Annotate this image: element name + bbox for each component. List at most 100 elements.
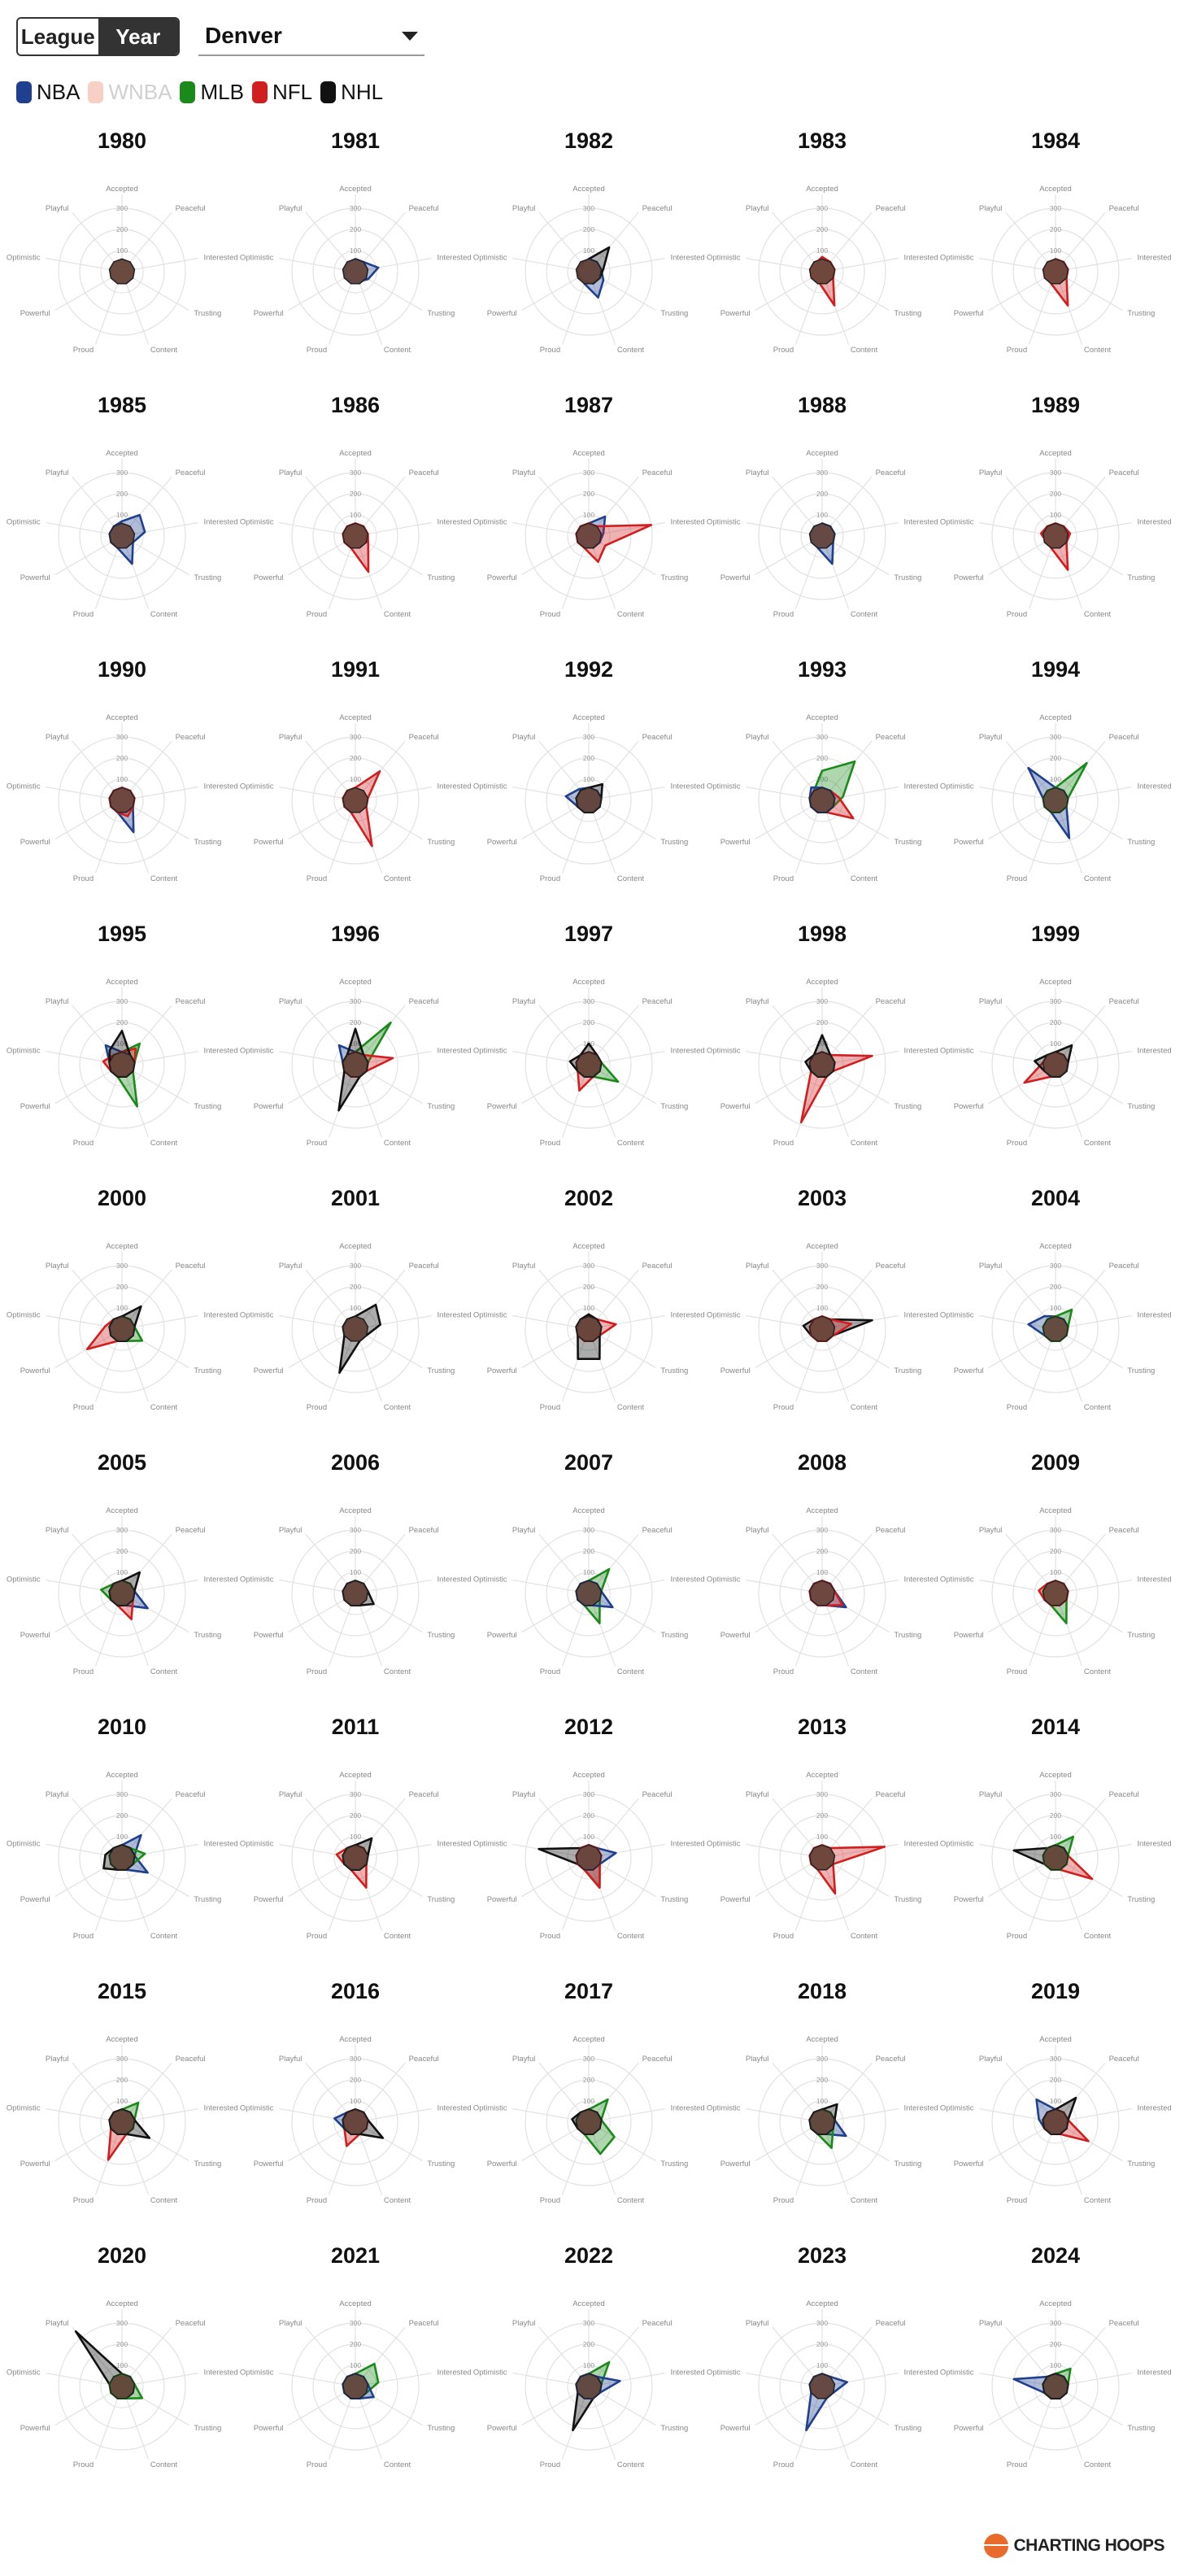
center-shape: [108, 1315, 136, 1342]
view-toggle: League Year: [16, 17, 180, 56]
axis-label: Trusting: [894, 838, 921, 847]
axis-label: Peaceful: [1109, 733, 1139, 742]
ring-label: 200: [816, 1283, 828, 1291]
axis-label: Peaceful: [642, 1790, 673, 1799]
axis-label: Trusting: [194, 573, 221, 582]
ring-label: 100: [1050, 1833, 1061, 1841]
ring-label: 300: [583, 1526, 594, 1534]
axis-label: Optimistic: [473, 253, 507, 262]
axis-label: Powerful: [254, 1102, 284, 1111]
center-shape: [342, 1580, 369, 1606]
axis-label: Playful: [979, 469, 1003, 477]
ring-label: 100: [816, 2097, 828, 2105]
axis-label: Playful: [512, 469, 536, 477]
axis-label: Playful: [746, 2319, 769, 2328]
chart-year-title: 1986: [330, 393, 381, 417]
center-shape: [342, 787, 369, 813]
ring-label: 200: [583, 490, 594, 498]
axis-label: Optimistic: [240, 253, 274, 262]
chart-year-title: 2003: [797, 1186, 847, 1210]
axis-label: Optimistic: [7, 253, 41, 262]
chart-year-title: 1985: [97, 393, 147, 417]
axis-label: Interested: [437, 2103, 471, 2112]
axis-label: Proud: [773, 1403, 794, 1412]
axis-label: Trusting: [660, 1631, 688, 1640]
axis-label: Proud: [307, 2196, 327, 2205]
radar-svg: Accepted Peaceful Interested Trusting Conten…: [240, 1506, 472, 1676]
axis-label: Accepted: [806, 2299, 838, 2308]
axis-label: Interested: [203, 1839, 237, 1848]
ring-label: 100: [583, 1568, 594, 1576]
legend-item-mlb[interactable]: MLB: [180, 80, 244, 105]
radar-svg: Accepted Peaceful Interested Trusting Conten…: [940, 1506, 1172, 1676]
center-shape: [1042, 2373, 1069, 2399]
center-shape: [808, 1844, 836, 1871]
ring-label: 200: [116, 490, 128, 498]
axis-label: Peaceful: [876, 204, 906, 213]
legend-item-nba[interactable]: NBA: [16, 80, 80, 105]
radar-svg: Accepted Peaceful Interested Trusting Conten…: [473, 1771, 705, 1941]
ring-label: 200: [816, 1547, 828, 1555]
center-shape: [342, 1844, 369, 1871]
center-shape: [1042, 522, 1069, 549]
toggle-year-button[interactable]: Year: [98, 19, 178, 54]
ring-label: 100: [1050, 2097, 1061, 2105]
chevron-down-icon: [402, 32, 418, 41]
axis-label: Peaceful: [176, 1262, 206, 1271]
axis-label: Content: [851, 874, 878, 883]
axis-label: Trusting: [194, 2424, 221, 2433]
legend-item-nfl[interactable]: NFL: [251, 80, 312, 105]
ring-label: 300: [1050, 733, 1061, 741]
axis-label: Interested: [437, 517, 471, 526]
radar-chart-1992: 1992 Accepted Peaceful Interested Trusting Co…: [472, 651, 706, 918]
legend-label: NBA: [37, 80, 81, 104]
axis-label: Interested: [203, 1575, 237, 1584]
legend-item-wnba[interactable]: WNBA: [88, 80, 172, 105]
ring-label: 200: [816, 1811, 828, 1820]
ring-label: 100: [816, 1833, 828, 1841]
ring-label: 200: [816, 1018, 828, 1026]
axis-label: Proud: [1007, 874, 1027, 883]
legend-item-nhl[interactable]: NHL: [320, 80, 383, 105]
radar-svg: Accepted Peaceful Interested Trusting Conten…: [473, 449, 705, 619]
axis-label: Content: [617, 610, 645, 619]
radar-chart-2024: 2024 Accepted Peaceful Interested Trusting Co…: [938, 2237, 1173, 2504]
axis-label: Optimistic: [940, 1046, 974, 1055]
axis-label: Powerful: [487, 573, 517, 582]
ring-label: 100: [816, 775, 828, 783]
radar-chart-1989: 1989 Accepted Peaceful Interested Trusting Co…: [938, 386, 1173, 653]
axis-label: Interested: [1137, 2103, 1171, 2112]
ring-label: 300: [816, 1262, 828, 1270]
radar-svg: Accepted Peaceful Interested Trusting Conten…: [240, 185, 472, 355]
axis-label: Playful: [512, 2055, 536, 2064]
axis-label: Proud: [773, 346, 794, 355]
axis-label: Playful: [979, 2319, 1003, 2328]
ring-label: 300: [583, 2055, 594, 2063]
center-shape: [575, 522, 603, 549]
center-shape: [575, 1844, 603, 1871]
axis-label: Trusting: [194, 1102, 221, 1111]
axis-label: Optimistic: [707, 1839, 741, 1848]
axis-label: Optimistic: [240, 782, 274, 791]
axis-label: Optimistic: [7, 517, 41, 526]
radar-chart-1996: 1996 Accepted Peaceful Interested Trusting Co…: [238, 915, 472, 1182]
center-shape: [108, 787, 136, 813]
axis-label: Interested: [670, 2368, 704, 2377]
chart-year-title: 1991: [330, 657, 381, 682]
city-dropdown[interactable]: Denver: [198, 17, 424, 56]
ring-label: 200: [350, 2340, 361, 2348]
axis-label: Accepted: [106, 1506, 138, 1515]
axis-label: Accepted: [806, 185, 838, 194]
axis-label: Accepted: [339, 2299, 372, 2308]
axis-label: Powerful: [720, 838, 751, 847]
chart-year-title: 1994: [1030, 657, 1081, 682]
ring-label: 200: [1050, 1018, 1061, 1026]
ring-label: 300: [1050, 469, 1061, 477]
toggle-league-button[interactable]: League: [18, 19, 98, 54]
axis-label: Peaceful: [642, 1262, 673, 1271]
axis-label: Peaceful: [176, 733, 206, 742]
axis-label: Playful: [512, 1526, 536, 1535]
axis-label: Interested: [437, 1310, 471, 1319]
axis-label: Proud: [73, 1667, 94, 1676]
axis-label: Optimistic: [940, 2368, 974, 2377]
